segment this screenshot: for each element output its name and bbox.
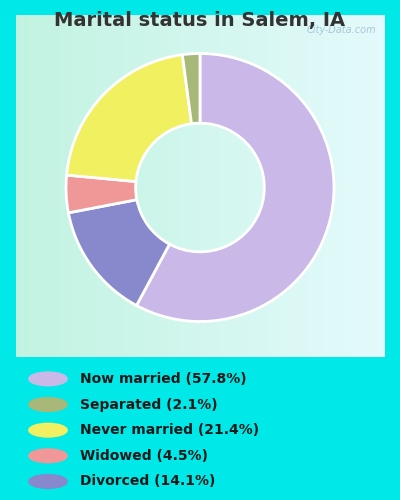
Circle shape	[29, 372, 67, 386]
Text: Separated (2.1%): Separated (2.1%)	[80, 398, 218, 411]
Wedge shape	[136, 54, 334, 322]
Wedge shape	[182, 54, 200, 124]
Circle shape	[29, 398, 67, 411]
Text: Never married (21.4%): Never married (21.4%)	[80, 423, 259, 437]
Circle shape	[29, 474, 67, 488]
Text: Now married (57.8%): Now married (57.8%)	[80, 372, 247, 386]
Wedge shape	[66, 175, 137, 213]
Text: Marital status in Salem, IA: Marital status in Salem, IA	[54, 11, 346, 30]
Circle shape	[29, 424, 67, 437]
Wedge shape	[66, 54, 192, 182]
Text: Widowed (4.5%): Widowed (4.5%)	[80, 449, 208, 463]
Text: Divorced (14.1%): Divorced (14.1%)	[80, 474, 215, 488]
Circle shape	[29, 449, 67, 462]
Text: City-Data.com: City-Data.com	[307, 26, 377, 36]
Wedge shape	[68, 200, 170, 306]
